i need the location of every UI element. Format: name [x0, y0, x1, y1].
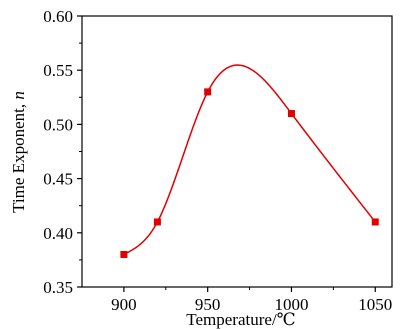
- data-point: [153, 218, 161, 226]
- y-axis: 0.35 0.40 0.45 0.50 0.55 0.60: [43, 7, 82, 297]
- x-axis: 900 950 1000 1050: [111, 287, 392, 314]
- x-tick-label: 950: [195, 295, 221, 314]
- y-axis-label-symbol: n: [9, 91, 28, 100]
- x-tick-label: 1000: [274, 295, 308, 314]
- data-point: [287, 110, 295, 118]
- x-axis-label: Temperature/℃: [186, 310, 295, 329]
- data-point: [204, 88, 212, 96]
- series-line: [123, 64, 376, 256]
- plot-frame: [81, 15, 393, 288]
- y-tick-label: 0.60: [43, 7, 73, 26]
- y-axis-label: Time Exponent, n: [9, 91, 28, 213]
- y-tick-label: 0.55: [43, 61, 73, 80]
- x-tick-label: 1050: [358, 295, 392, 314]
- plot-area-border: [81, 15, 393, 288]
- series-layer: [120, 64, 379, 258]
- y-axis-label-text: Time Exponent,: [9, 100, 28, 213]
- x-tick-label: 900: [111, 295, 137, 314]
- y-tick-label: 0.35: [43, 278, 73, 297]
- data-point: [120, 250, 128, 258]
- data-point: [371, 218, 379, 226]
- y-tick-label: 0.45: [43, 170, 73, 189]
- y-tick-label: 0.50: [43, 115, 73, 134]
- y-tick-label: 0.40: [43, 224, 73, 243]
